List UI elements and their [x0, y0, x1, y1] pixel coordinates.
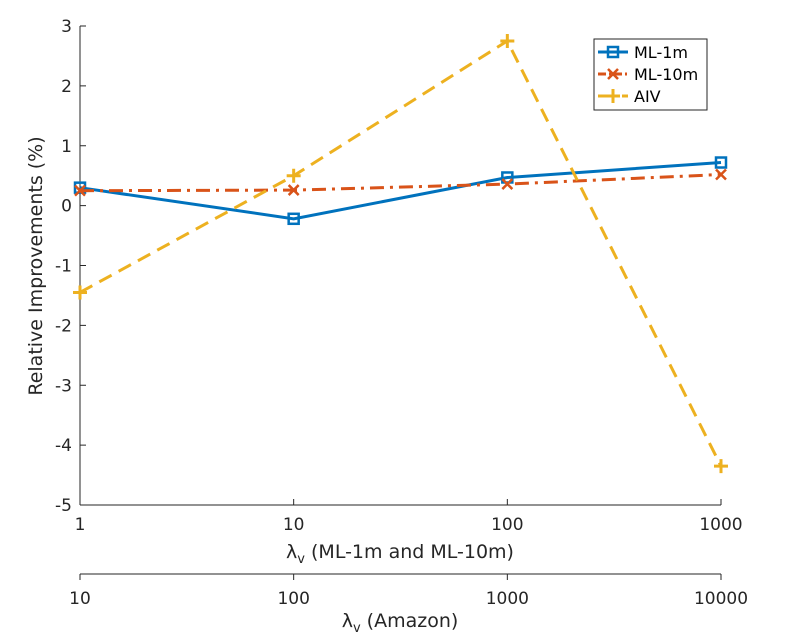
y-tick-label: 3: [61, 17, 72, 37]
data-point: [500, 33, 515, 48]
y-ticks: -5 -4 -3 -2 -1 0 1 2 3: [55, 17, 86, 516]
data-point: [73, 181, 87, 194]
x-axis-lambda-symbol: λ: [286, 541, 297, 563]
series-group: [73, 33, 728, 474]
x-axis-lambda-subscript: v: [297, 552, 305, 567]
data-point: [714, 156, 728, 169]
y-tick-label: 2: [61, 77, 72, 97]
x-ticks: 1 10 100 1000: [75, 499, 743, 535]
x2-ticks: 10 100 1000 10000: [69, 574, 748, 609]
legend-entry: ML-1m: [598, 43, 688, 62]
y-tick-label: 1: [61, 137, 72, 157]
y-tick-label: -5: [55, 496, 72, 516]
data-point: [287, 212, 300, 226]
legend-marker: [607, 68, 619, 80]
legend-entry: AIV: [598, 87, 661, 106]
x2-tick-label: 10: [69, 589, 91, 609]
y-tick-label: -3: [55, 376, 72, 396]
data-point: [715, 168, 727, 181]
y-axis-title: Relative Improvements (%): [25, 136, 47, 395]
x2-tick-label: 10000: [694, 589, 748, 609]
x-axis-title: λv (ML-1m and ML-10m): [286, 541, 514, 567]
legend-marker: [606, 89, 620, 103]
data-point: [73, 285, 87, 300]
legend: ML-1m ML-10m AIV: [593, 38, 708, 111]
x2-tick-label: 1000: [486, 589, 529, 609]
x-tick-label: 1000: [699, 515, 742, 535]
x2-axis-title-text: (Amazon): [361, 610, 459, 632]
x-tick-label: 10: [283, 515, 305, 535]
y-tick-label: -4: [55, 436, 72, 456]
x2-tick-label: 100: [277, 589, 309, 609]
data-point: [501, 178, 514, 190]
series-line: [79, 161, 722, 221]
legend-entry: ML-10m: [598, 65, 698, 84]
x2-axis-lambda-subscript: v: [353, 621, 361, 636]
x2-axis-title: λv (Amazon): [342, 610, 459, 636]
series-line: [79, 38, 723, 467]
y-tick-label: -1: [55, 257, 72, 277]
series-ml-10m: [74, 168, 727, 197]
series-line: [79, 173, 722, 193]
x2-axis-lambda-symbol: λ: [342, 610, 353, 632]
y-tick-label: -2: [55, 316, 72, 336]
data-point: [714, 459, 728, 474]
legend-marker: [606, 45, 620, 59]
legend-label: ML-10m: [634, 65, 698, 84]
legend-label: ML-1m: [634, 43, 688, 62]
data-point: [74, 184, 86, 197]
y-tick-label: 0: [61, 197, 72, 217]
legend-label: AIV: [634, 87, 661, 106]
x-axis-title-text: (ML-1m and ML-10m): [305, 541, 514, 563]
series-ml-1m: [73, 156, 728, 226]
data-point: [287, 184, 300, 196]
data-point: [286, 168, 301, 183]
series-aiv: [73, 33, 728, 474]
x-tick-label: 100: [491, 515, 523, 535]
x-tick-label: 1: [75, 515, 86, 535]
